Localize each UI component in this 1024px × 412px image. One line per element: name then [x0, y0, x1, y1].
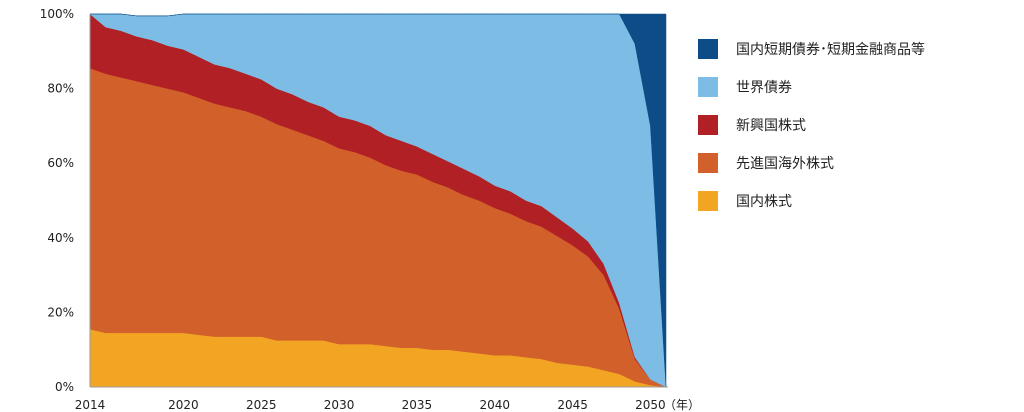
y-tick-label: 100% [40, 7, 74, 21]
x-axis-ticks: 2014 2020 2025 2030 2035 2040 2045 2050 [75, 398, 666, 412]
x-tick-label: 2035 [402, 398, 433, 412]
y-tick-label: 60% [47, 156, 74, 170]
x-tick-label: 2014 [75, 398, 106, 412]
y-axis-ticks: 0% 20% 40% 60% 80% 100% [40, 7, 74, 394]
legend-label: 先進国海外株式 [736, 156, 834, 172]
legend-item-domestic-equities: 国内株式 [698, 182, 925, 220]
x-tick-label: 2020 [168, 398, 199, 412]
legend-label: 新興国株式 [736, 118, 806, 134]
x-tick-label: 2050 [635, 398, 666, 412]
x-tick-label: 2025 [246, 398, 277, 412]
x-axis-unit-label: （年） [664, 398, 700, 412]
chart-areas [89, 13, 667, 388]
legend-swatch [698, 77, 718, 97]
legend-item-emerging-equities: 新興国株式 [698, 106, 925, 144]
legend: 国内短期債券･短期金融商品等 世界債券 新興国株式 先進国海外株式 国内株式 [698, 30, 925, 220]
legend-label: 国内株式 [736, 194, 792, 210]
y-tick-label: 20% [47, 305, 74, 319]
legend-label: 世界債券 [736, 80, 792, 96]
legend-item-global-bonds: 世界債券 [698, 68, 925, 106]
legend-label: 国内短期債券･短期金融商品等 [736, 42, 925, 58]
legend-swatch [698, 191, 718, 211]
y-tick-label: 0% [55, 380, 74, 394]
x-tick-label: 2045 [557, 398, 588, 412]
legend-swatch [698, 39, 718, 59]
legend-swatch [698, 153, 718, 173]
x-tick-label: 2040 [479, 398, 510, 412]
legend-item-developed-foreign-equities: 先進国海外株式 [698, 144, 925, 182]
legend-swatch [698, 115, 718, 135]
area-series-4 [90, 13, 667, 388]
y-tick-label: 80% [47, 82, 74, 96]
y-tick-label: 40% [47, 231, 74, 245]
x-tick-label: 2030 [324, 398, 355, 412]
legend-item-domestic-short-term: 国内短期債券･短期金融商品等 [698, 30, 925, 68]
